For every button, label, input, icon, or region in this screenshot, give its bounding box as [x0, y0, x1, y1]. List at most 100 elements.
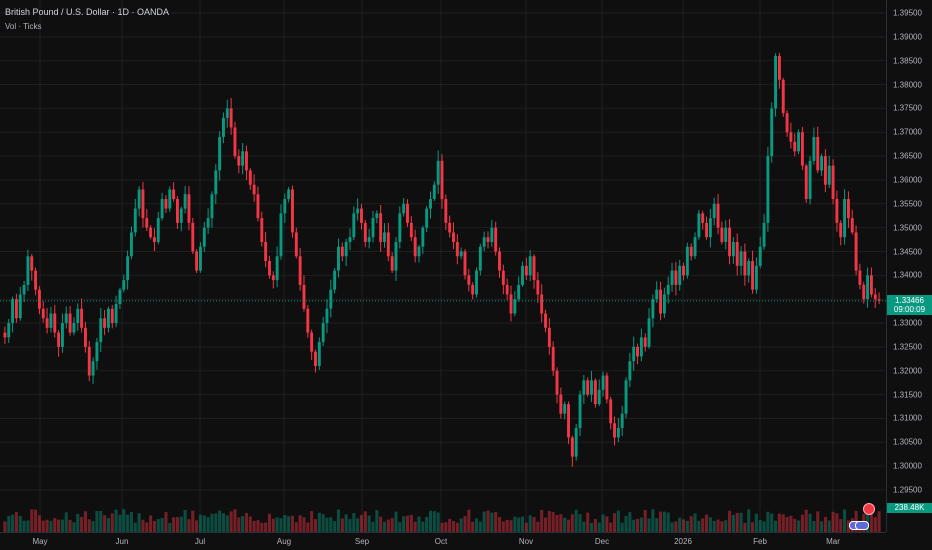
volume-bar	[60, 519, 64, 532]
volume-bar	[777, 513, 781, 532]
candle-body	[590, 380, 593, 395]
volume-bar	[482, 511, 486, 532]
candle-body	[789, 132, 793, 142]
candle-body	[609, 399, 613, 424]
volume-bar	[831, 511, 835, 532]
volume-bar	[271, 518, 275, 532]
price-tick-label: 1.39000	[893, 32, 922, 42]
candle-body	[486, 237, 490, 242]
candle-body	[298, 256, 302, 285]
candle-body	[777, 55, 781, 80]
volume-bar	[398, 522, 402, 532]
candle-body	[206, 218, 210, 228]
volume-bar	[210, 513, 214, 532]
price-tick-label: 1.38000	[893, 80, 922, 90]
price-tick-label: 1.31000	[893, 413, 922, 423]
candle-body	[164, 199, 168, 209]
candle-body	[413, 237, 417, 257]
time-axis[interactable]: May Jun Jul Aug Sep Oct Nov Dec 2026 Feb Mar	[0, 532, 886, 550]
volume-bar	[712, 520, 716, 532]
volume-indicator-title[interactable]: Vol · Ticks	[5, 22, 42, 31]
volume-bar	[317, 512, 321, 532]
candle-body	[655, 289, 659, 300]
candle-body	[187, 194, 191, 223]
volume-bar	[685, 520, 689, 532]
candle-body	[574, 427, 578, 457]
candle-body	[636, 346, 639, 357]
economic-event-icon[interactable]	[863, 503, 875, 515]
volume-bar	[168, 522, 172, 532]
volume-bar	[547, 510, 551, 532]
volume-bar	[589, 522, 594, 532]
volume-bar	[114, 509, 118, 532]
price-tick-label: 1.32500	[893, 342, 922, 352]
candle-body	[528, 256, 532, 276]
time-tick-label: Mar	[826, 537, 840, 546]
volume-bar	[463, 516, 467, 532]
candle-body	[248, 170, 252, 185]
volume-bar	[471, 521, 475, 532]
volume-bar	[624, 515, 628, 532]
volume-bar	[294, 522, 298, 532]
candle-body	[110, 308, 114, 324]
candle-body	[283, 199, 287, 214]
volume-bar	[716, 519, 720, 532]
volume-bar	[536, 521, 540, 532]
volume-bar	[409, 514, 413, 532]
volume-bar	[708, 517, 712, 532]
candle-body	[168, 189, 172, 209]
volume-bar	[448, 518, 452, 532]
chart-canvas[interactable]: British Pound / U.S. Dollar · 1D · OANDA…	[0, 0, 886, 532]
volume-bar	[417, 516, 421, 532]
candle-body	[129, 232, 133, 257]
volume-bar	[137, 513, 141, 532]
volume-bar	[187, 519, 191, 532]
time-tick-label: Feb	[753, 537, 767, 546]
candle-body	[198, 246, 202, 271]
volume-bar	[597, 522, 601, 532]
candle-body	[578, 394, 582, 428]
volume-bar	[375, 510, 379, 532]
volume-bar	[133, 522, 137, 532]
candle-body	[106, 308, 110, 328]
volume-bar	[789, 515, 793, 532]
price-tick-label: 1.32000	[893, 366, 922, 376]
volume-bar	[22, 520, 26, 532]
volume-bar	[340, 518, 344, 532]
price-tick-label: 1.35000	[893, 223, 922, 233]
candle-body	[122, 280, 126, 290]
candle-body	[482, 237, 486, 247]
price-tick-label: 1.34000	[893, 270, 922, 280]
volume-bar	[800, 514, 804, 532]
candle-body	[593, 380, 597, 405]
volume-bar	[325, 517, 329, 532]
candle-body	[754, 265, 758, 290]
chart-legend[interactable]: British Pound / U.S. Dollar · 1D · OANDA…	[5, 6, 169, 33]
volume-bar	[705, 514, 709, 532]
volume-bar	[95, 510, 99, 532]
candle-body	[64, 313, 68, 324]
volume-bar	[551, 511, 555, 532]
candle-body	[762, 222, 766, 247]
candle-body	[705, 222, 709, 238]
candle-body	[53, 313, 57, 333]
volume-bar	[172, 517, 176, 532]
us-flag-event-icon[interactable]	[855, 521, 869, 530]
candle-body	[532, 256, 536, 281]
candle-body	[808, 160, 812, 200]
candle-body	[555, 370, 559, 395]
volume-bar	[290, 515, 295, 532]
volume-bar	[731, 514, 735, 532]
candle-body	[873, 294, 877, 300]
candle-body	[229, 108, 233, 128]
candlestick-chart[interactable]	[0, 0, 886, 532]
candle-body	[325, 308, 329, 324]
volume-bar	[336, 509, 341, 532]
volume-bar	[160, 518, 164, 532]
volume-bar	[823, 516, 827, 532]
symbol-title[interactable]: British Pound / U.S. Dollar · 1D · OANDA	[5, 7, 170, 17]
price-axis[interactable]: 1.39500 1.39000 1.38500 1.38000 1.37500 1.370…	[886, 0, 932, 532]
candle-body	[22, 284, 26, 295]
volume-bar	[45, 519, 49, 532]
candle-body	[275, 256, 279, 281]
